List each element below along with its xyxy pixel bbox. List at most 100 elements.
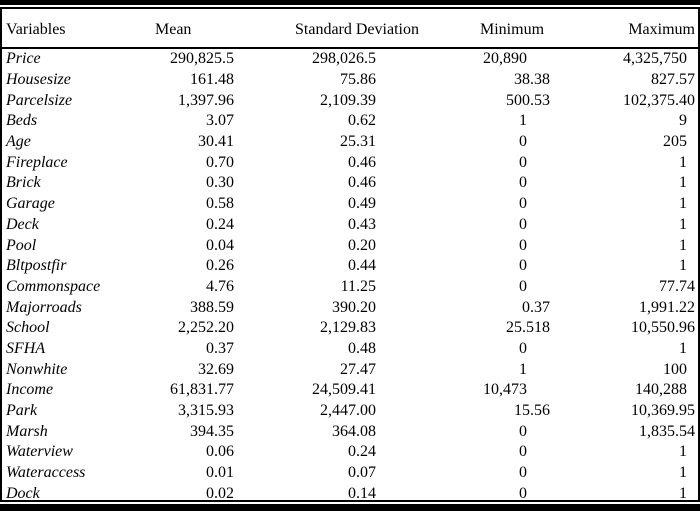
mean-cell: 161.48	[190, 71, 234, 89]
table-row: School 2,252.20 2,129.83 25.518 10,550.96	[2, 318, 698, 339]
mean-cell: 0.30	[206, 174, 234, 192]
std-dev-cell: 0.07	[348, 464, 376, 482]
table-row: Pool 0.04 0.20 0 1	[2, 235, 698, 256]
max-cell: 1	[679, 339, 687, 357]
min-cell: 0	[519, 195, 527, 213]
variable-name-cell: Deck	[6, 215, 39, 233]
table-row: Dock 0.02 0.14 0 1	[2, 483, 698, 502]
max-cell: 205	[663, 133, 687, 151]
mean-cell: 0.26	[206, 257, 234, 275]
std-dev-cell: 75.86	[340, 71, 376, 89]
min-cell: 20,890	[483, 50, 527, 68]
max-cell: 1	[679, 153, 687, 171]
mean-cell: 0.24	[206, 215, 234, 233]
mean-cell: 0.37	[206, 339, 234, 357]
min-cell: 0	[519, 443, 527, 461]
std-dev-cell: 0.48	[348, 339, 376, 357]
std-dev-cell: 0.43	[348, 215, 376, 233]
std-dev-cell: 0.49	[348, 195, 376, 213]
max-cell: 9	[679, 112, 687, 130]
table-row: Age 30.41 25.31 0 205	[2, 132, 698, 153]
min-cell: 0	[519, 277, 527, 295]
variable-name-cell: Fireplace	[6, 153, 68, 171]
variable-name-cell: Wateraccess	[6, 464, 86, 482]
variable-name-cell: Dock	[6, 484, 40, 502]
table-row: Waterview 0.06 0.24 0 1	[2, 442, 698, 463]
min-cell: 0	[519, 422, 527, 440]
variable-name-cell: Pool	[6, 236, 37, 254]
mean-cell: 394.35	[190, 422, 234, 440]
table-row: SFHA 0.37 0.48 0 1	[2, 339, 698, 360]
max-cell: 4,325,750	[623, 50, 687, 68]
mean-cell: 0.04	[206, 236, 234, 254]
variable-name-cell: Age	[6, 133, 31, 151]
std-dev-cell: 0.14	[348, 484, 376, 502]
mean-cell: 290,825.5	[170, 50, 234, 68]
table-row: Housesize 161.48 75.86 38.38 827.57	[2, 70, 698, 91]
variable-name-cell: Housesize	[6, 71, 71, 89]
variable-name-cell: Parcelsize	[6, 91, 73, 109]
variable-name-cell: Brick	[6, 174, 41, 192]
max-cell: 10,369.95	[631, 402, 695, 420]
table-row: Wateraccess 0.01 0.07 0 1	[2, 463, 698, 484]
std-dev-cell: 0.20	[348, 236, 376, 254]
std-dev-cell: 24,509.41	[312, 381, 376, 399]
min-cell: 0	[519, 133, 527, 151]
variable-name-cell: Income	[6, 381, 54, 399]
mean-cell: 30.41	[198, 133, 234, 151]
min-cell: 0	[519, 257, 527, 275]
std-dev-cell: 25.31	[340, 133, 376, 151]
max-cell: 77.74	[659, 277, 695, 295]
max-cell: 10,550.96	[631, 319, 695, 337]
mean-cell: 0.02	[206, 484, 234, 502]
max-cell: 1	[679, 215, 687, 233]
std-dev-cell: 2,447.00	[320, 402, 376, 420]
table-row: Fireplace 0.70 0.46 0 1	[2, 152, 698, 173]
column-header-maximum: Maximum	[553, 9, 698, 49]
min-cell: 0	[519, 236, 527, 254]
std-dev-cell: 0.44	[348, 257, 376, 275]
min-cell: 0	[519, 174, 527, 192]
table-row: Income 61,831.77 24,509.41 10,473 140,288	[2, 380, 698, 401]
max-cell: 1,835.54	[639, 422, 695, 440]
std-dev-cell: 364.08	[332, 422, 376, 440]
variable-name-cell: Price	[6, 50, 41, 68]
min-cell: 0	[519, 215, 527, 233]
max-cell: 827.57	[651, 71, 695, 89]
column-header-minimum: Minimum	[379, 9, 553, 49]
variable-name-cell: SFHA	[6, 339, 46, 357]
min-cell: 1	[519, 360, 527, 378]
std-dev-cell: 0.46	[348, 153, 376, 171]
variable-name-cell: Waterview	[6, 443, 73, 461]
variable-name-cell: Beds	[6, 112, 38, 130]
max-cell: 102,375.40	[623, 91, 695, 109]
variable-name-cell: Bltpostfir	[6, 257, 67, 275]
mean-cell: 2,252.20	[178, 319, 234, 337]
min-cell: 0	[519, 464, 527, 482]
table-header: Variables Mean Standard Deviation Minimu…	[2, 9, 698, 49]
table-inner-frame: Variables Mean Standard Deviation Minimu…	[0, 7, 700, 502]
variable-name-cell: School	[6, 319, 50, 337]
min-cell: 0	[519, 339, 527, 357]
mean-cell: 4.76	[206, 277, 234, 295]
std-dev-cell: 2,129.83	[320, 319, 376, 337]
min-cell: 500.53	[506, 91, 550, 109]
table-body: Price 290,825.5 298,026.5 20,890 4,325,750 Ho…	[2, 48, 698, 502]
table-row: Majorroads 388.59 390.20 0.37 1,991.22	[2, 297, 698, 318]
min-cell: 38.38	[514, 71, 550, 89]
mean-cell: 0.58	[206, 195, 234, 213]
table-row: Brick 0.30 0.46 0 1	[2, 173, 698, 194]
max-cell: 100	[663, 360, 687, 378]
table-row: Deck 0.24 0.43 0 1	[2, 215, 698, 236]
max-cell: 1,991.22	[639, 298, 695, 316]
table-row: Beds 3.07 0.62 1 9	[2, 111, 698, 132]
variable-name-cell: Commonspace	[6, 277, 101, 295]
mean-cell: 0.70	[206, 153, 234, 171]
variable-name-cell: Marsh	[6, 422, 48, 440]
mean-cell: 3.07	[206, 112, 234, 130]
std-dev-cell: 27.47	[340, 360, 376, 378]
variable-name-cell: Majorroads	[6, 298, 82, 316]
min-cell: 0	[519, 484, 527, 502]
